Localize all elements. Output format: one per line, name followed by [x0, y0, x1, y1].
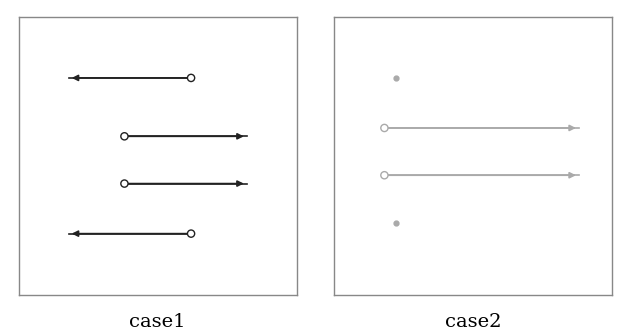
Circle shape [121, 180, 128, 187]
Circle shape [187, 230, 195, 237]
Text: case2: case2 [445, 313, 502, 331]
Circle shape [187, 74, 195, 81]
Circle shape [380, 172, 388, 179]
Circle shape [380, 124, 388, 132]
Circle shape [121, 133, 128, 140]
Text: case1: case1 [129, 313, 186, 331]
